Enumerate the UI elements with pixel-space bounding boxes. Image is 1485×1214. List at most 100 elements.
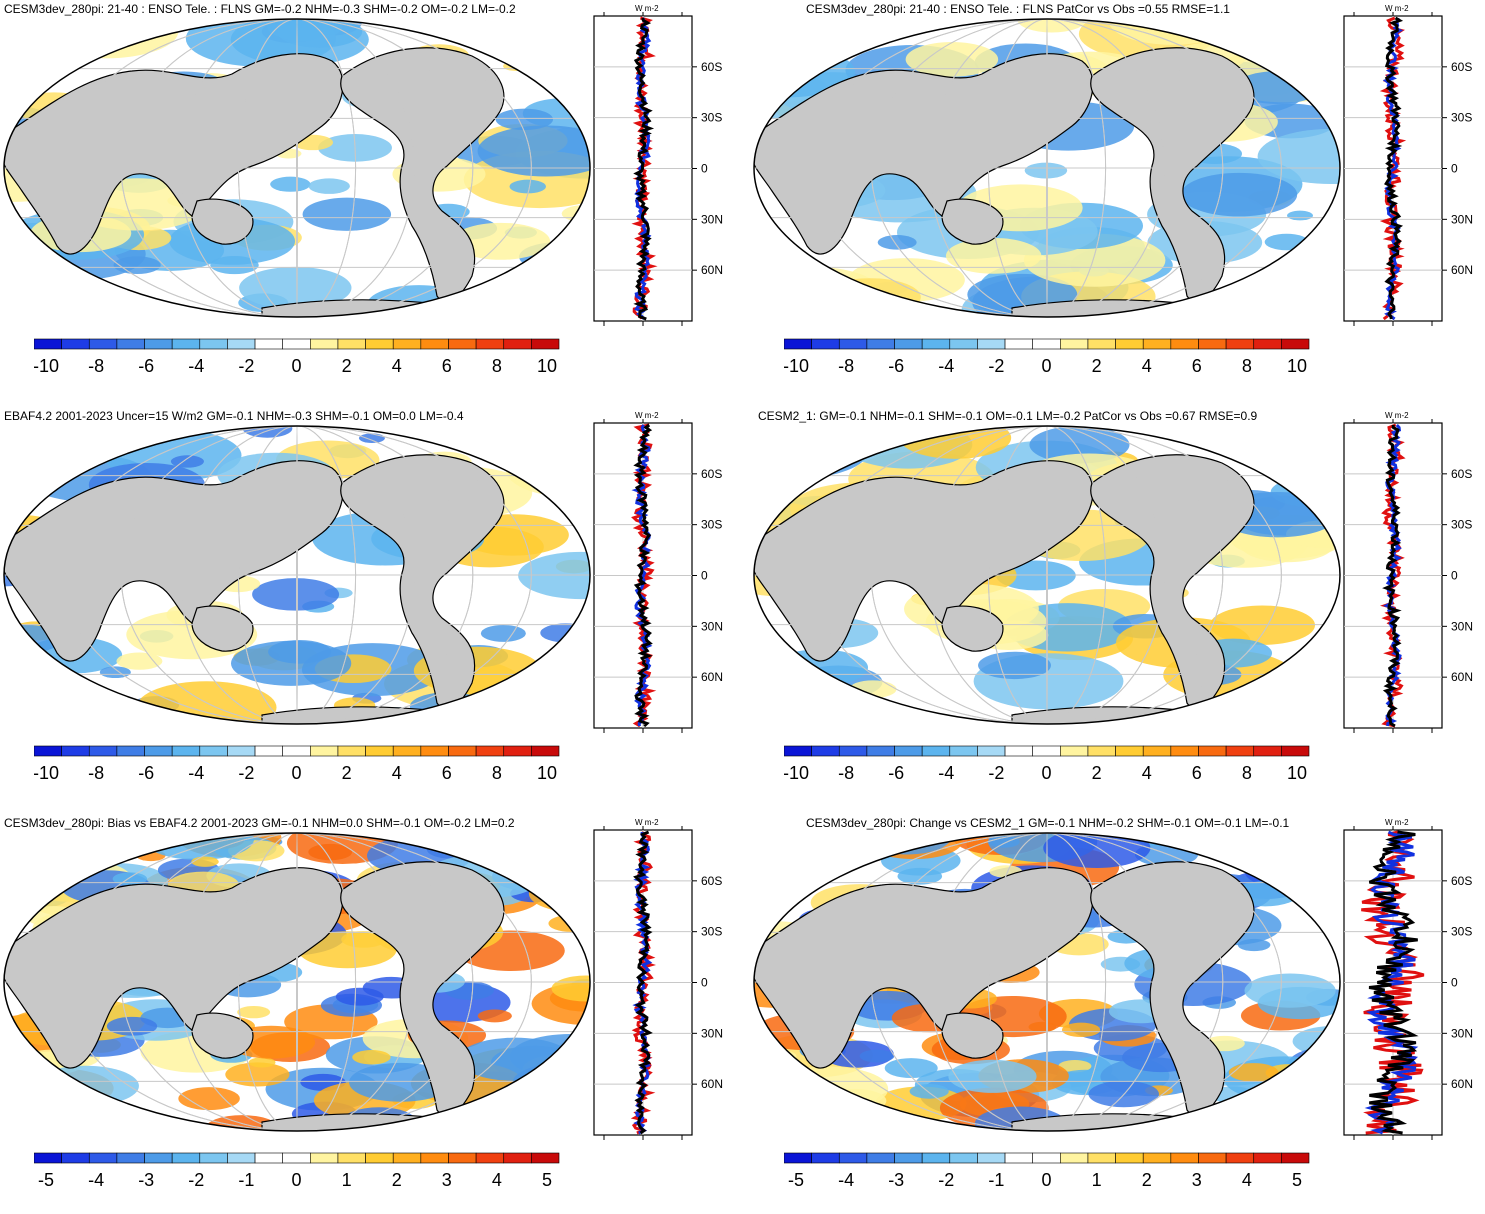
field-patch (1210, 295, 1269, 317)
lat-label: 60N (701, 670, 723, 684)
colorbar-swatch (337, 1152, 366, 1164)
colorbar-label: -2 (988, 763, 1004, 783)
colorbar-swatch (365, 1152, 394, 1164)
field-patch (948, 1059, 1037, 1093)
colorbar-swatch (1060, 338, 1089, 350)
colorbar-swatch (475, 338, 505, 350)
colorbar-swatch (254, 745, 283, 757)
lat-label: 0 (701, 162, 708, 176)
lat-label: 60S (1451, 467, 1472, 481)
colorbar-label: 2 (1142, 1170, 1152, 1190)
colorbar: -10 -8 -6 -4 -2 0 2 4 6 8 10 (784, 338, 1310, 376)
colorbar-swatch (88, 745, 118, 757)
field-patch (488, 833, 562, 859)
zonal-curve (1368, 830, 1419, 1135)
colorbar-swatch (894, 338, 923, 350)
lat-label: 30N (1451, 619, 1473, 633)
colorbar-label: 10 (537, 356, 557, 376)
graticule-lon (296, 426, 298, 724)
continent (4, 460, 344, 662)
continent (191, 198, 254, 245)
colorbar-swatch (1281, 1152, 1310, 1164)
panel-title: CESM2_1: GM=-0.1 NHM=-0.1 SHM=-0.1 OM=-0… (758, 409, 1258, 423)
field-patch (897, 867, 943, 885)
field-patch (1283, 1108, 1335, 1128)
graticule-lon (237, 426, 357, 724)
field-patch (554, 1080, 590, 1095)
field-patch (1277, 1070, 1340, 1108)
colorbar-swatch (784, 1152, 812, 1164)
continent (340, 454, 505, 710)
graticule-lon (987, 19, 1107, 317)
colorbar-swatch (1087, 1152, 1116, 1164)
colorbar-label: 6 (442, 763, 452, 783)
colorbar-swatch (894, 745, 923, 757)
colorbar-swatch (1253, 745, 1282, 757)
world-map (753, 832, 1341, 1132)
graticule-lon (870, 19, 1224, 317)
colorbar-label: -3 (888, 1170, 904, 1190)
colorbar-swatch (1253, 1152, 1282, 1164)
colorbar-label: 3 (442, 1170, 452, 1190)
lat-label: 60N (1451, 670, 1473, 684)
field-patch (762, 441, 804, 458)
colorbar-label: -8 (88, 356, 104, 376)
graticule-lon (812, 19, 1282, 317)
lat-label: 30S (1451, 111, 1472, 125)
world-map (3, 832, 591, 1132)
field-patch (772, 39, 822, 59)
colorbar: -10 -8 -6 -4 -2 0 2 4 6 8 10 (34, 338, 560, 376)
lat-label: 30N (1451, 212, 1473, 226)
colorbar-label: -6 (138, 356, 154, 376)
colorbar-swatch (977, 745, 1006, 757)
continent (340, 47, 505, 303)
continent (191, 605, 254, 652)
graticule-lon (62, 19, 532, 317)
colorbar-swatch (977, 338, 1006, 350)
graticule-lon (120, 833, 474, 1131)
field-patch (802, 38, 854, 59)
world-map (753, 18, 1341, 318)
field-patch (210, 255, 259, 275)
field-patch (61, 1118, 97, 1131)
lat-label: 60S (1451, 60, 1472, 74)
colorbar-label: 5 (1292, 1170, 1302, 1190)
field-patch (978, 651, 1051, 680)
colorbar-label: 8 (1242, 763, 1252, 783)
field-patch (759, 1091, 856, 1128)
field-patch (4, 1091, 96, 1131)
colorbar-swatch (838, 338, 868, 350)
colorbar-swatch (866, 1152, 895, 1164)
colorbar-swatch (171, 338, 201, 350)
colorbar-label: -6 (138, 763, 154, 783)
map-border (753, 18, 1341, 318)
colorbar-swatch (227, 338, 256, 350)
colorbar-swatch (227, 745, 256, 757)
colorbar-label: -4 (938, 356, 954, 376)
colorbar-label: 0 (291, 356, 301, 376)
field-patch (230, 640, 352, 686)
colorbar-label: 10 (1287, 763, 1307, 783)
colorbar-swatch (531, 745, 560, 757)
colorbar-swatch (34, 338, 62, 350)
field-patch (987, 835, 1020, 848)
colorbar-swatch (503, 745, 532, 757)
colorbar: -10 -8 -6 -4 -2 0 2 4 6 8 10 (784, 745, 1310, 783)
field-patch (772, 833, 832, 845)
field-patch (14, 1104, 45, 1116)
continent (754, 460, 1094, 662)
panel-4: CESM2_1: GM=-0.1 NHM=-0.1 SHM=-0.1 OM=-0… (750, 407, 1485, 807)
colorbar-label: -2 (938, 1170, 954, 1190)
lat-label: 0 (1451, 162, 1458, 176)
colorbar-swatch (811, 338, 840, 350)
colorbar-swatch (1115, 1152, 1144, 1164)
colorbar-swatch (1115, 338, 1144, 350)
zonal-curve (633, 830, 653, 1135)
colorbar-swatch (420, 338, 449, 350)
panel-title: EBAF4.2 2001-2023 Uncer=15 W/m2 GM=-0.1 … (4, 409, 464, 423)
unit-label: W m-2 (635, 4, 659, 13)
map-border (3, 18, 591, 318)
field-patch (358, 433, 385, 444)
colorbar-swatch (838, 1152, 868, 1164)
